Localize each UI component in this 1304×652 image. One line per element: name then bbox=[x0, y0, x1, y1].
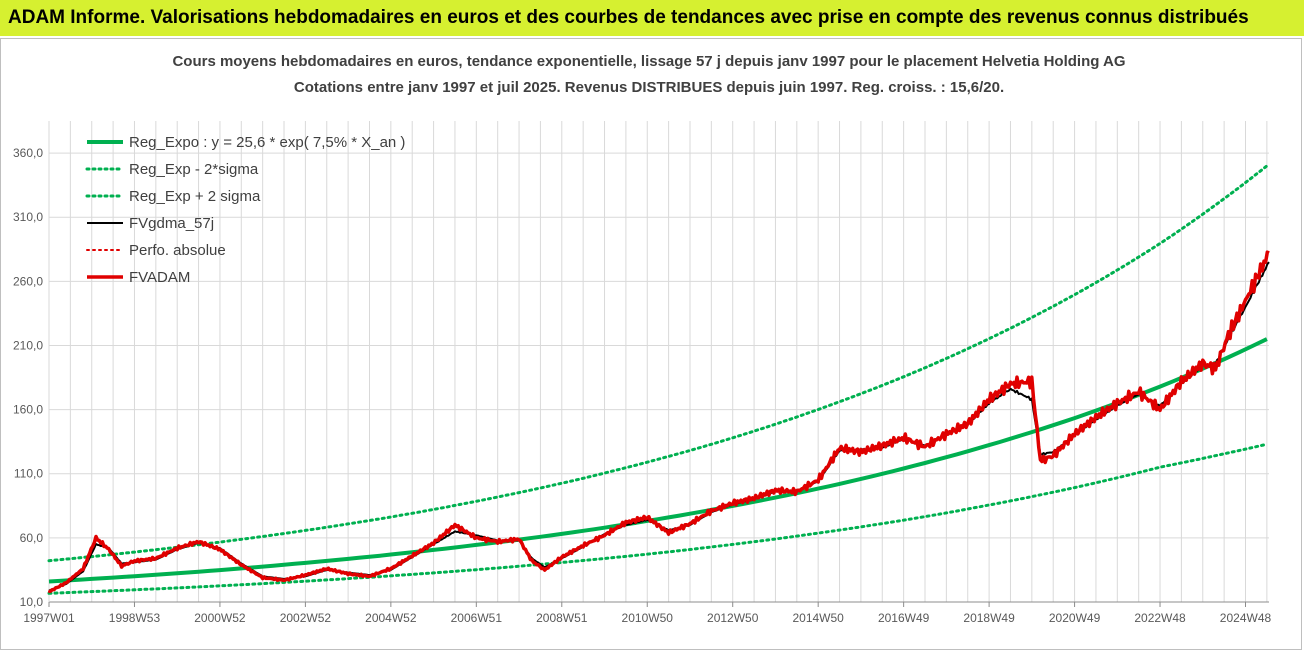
y-tick-label: 360,0 bbox=[13, 146, 43, 160]
x-tick-label: 2024W48 bbox=[1220, 611, 1272, 625]
x-tick-label: 2012W50 bbox=[707, 611, 759, 625]
series-line-1 bbox=[47, 442, 1269, 595]
y-tick-label: 110,0 bbox=[14, 467, 43, 481]
y-tick-label: 60,0 bbox=[20, 531, 44, 545]
x-tick-label: 2008W51 bbox=[536, 611, 588, 625]
x-tick-label: 2014W50 bbox=[792, 611, 844, 625]
x-tick-label: 2004W52 bbox=[365, 611, 417, 625]
x-tick-label: 2018W49 bbox=[963, 611, 1015, 625]
line-chart: Cours moyens hebdomadaires en euros, ten… bbox=[13, 53, 1272, 625]
y-axis-ticks: 10,0 60,0 110,0 160,0 210,0 260,0 310,0 360,0 bbox=[13, 146, 43, 609]
series-lines bbox=[47, 164, 1270, 595]
x-tick-label: 2020W49 bbox=[1049, 611, 1101, 625]
y-tick-label: 10,0 bbox=[20, 595, 44, 609]
y-tick-label: 260,0 bbox=[13, 274, 43, 288]
x-tick-label: 2016W49 bbox=[878, 611, 930, 625]
legend-label: Reg_Exp - 2*sigma bbox=[129, 161, 259, 178]
y-tick-label: 310,0 bbox=[13, 210, 43, 224]
legend-label: Reg_Expo : y = 25,6 * exp( 7,5% * X_an ) bbox=[129, 134, 405, 151]
series-line-2 bbox=[47, 164, 1269, 563]
chart-subtitle: Cotations entre janv 1997 et juil 2025. … bbox=[294, 79, 1004, 96]
x-tick-label: 2010W50 bbox=[622, 611, 674, 625]
banner-title: ADAM Informe. Valorisations hebdomadaire… bbox=[0, 0, 1304, 36]
axis-frame bbox=[48, 121, 1269, 603]
legend-label: FVgdma_57j bbox=[129, 215, 214, 232]
chart-title: Cours moyens hebdomadaires en euros, ten… bbox=[172, 53, 1125, 70]
x-tick-label: 1998W53 bbox=[109, 611, 161, 625]
x-tick-label: 1997W01 bbox=[23, 611, 75, 625]
legend-label: FVADAM bbox=[129, 269, 190, 286]
chart-area: Cours moyens hebdomadaires en euros, ten… bbox=[0, 38, 1302, 650]
x-tick-label: 2002W52 bbox=[280, 611, 332, 625]
legend: Reg_Expo : y = 25,6 * exp( 7,5% * X_an )… bbox=[85, 134, 405, 286]
x-axis-ticks: 1997W01 1998W53 2000W52 2002W52 2004W52 2006W… bbox=[23, 602, 1272, 625]
x-tick-label: 2022W48 bbox=[1134, 611, 1186, 625]
x-tick-label: 2006W51 bbox=[451, 611, 503, 625]
legend-label: Reg_Exp + 2 sigma bbox=[129, 188, 261, 205]
x-tick-label: 2000W52 bbox=[194, 611, 246, 625]
y-tick-label: 210,0 bbox=[13, 338, 43, 352]
legend-label: Perfo. absolue bbox=[129, 242, 226, 259]
y-tick-label: 160,0 bbox=[13, 403, 43, 417]
series-line-5 bbox=[48, 250, 1270, 594]
